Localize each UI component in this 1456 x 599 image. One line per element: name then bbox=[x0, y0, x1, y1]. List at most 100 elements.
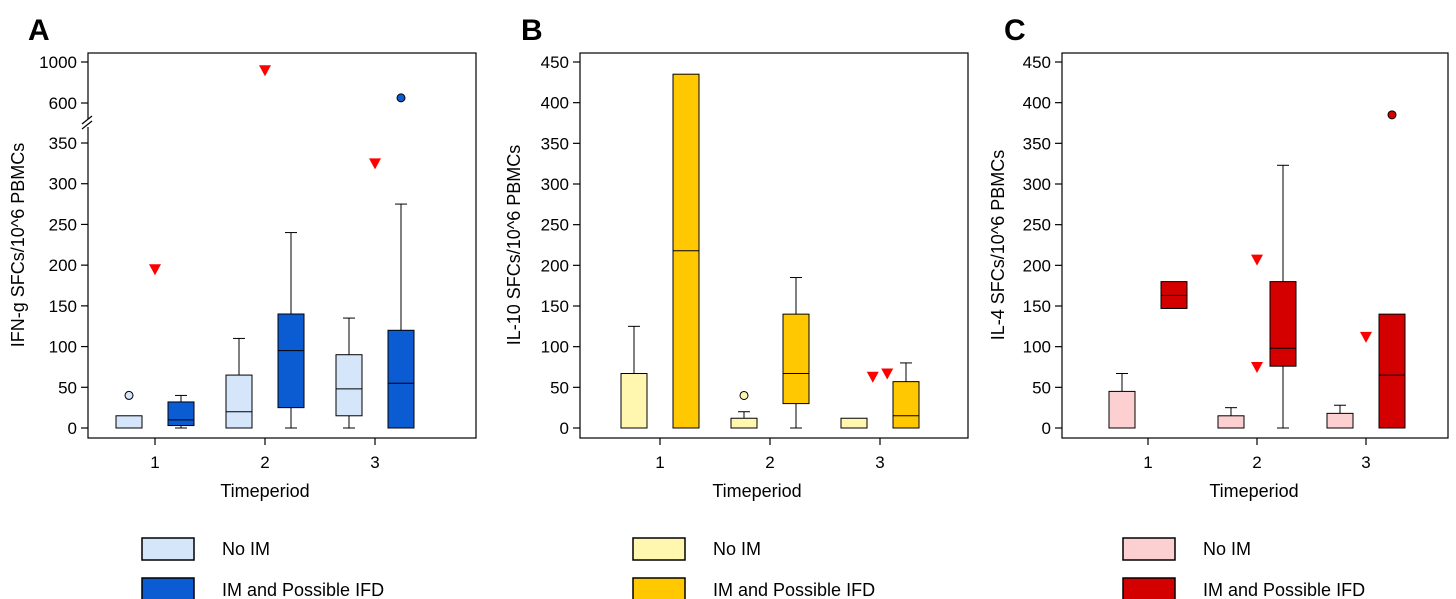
box bbox=[1326, 412, 1354, 429]
legend-swatch-im-ifd bbox=[141, 577, 195, 599]
box bbox=[167, 401, 195, 427]
x-tick-label: 2 bbox=[765, 453, 774, 472]
y-tick-label: 100 bbox=[1023, 338, 1051, 357]
x-axis-title: Timeperiod bbox=[1209, 481, 1298, 501]
box bbox=[730, 417, 758, 429]
y-tick-label: 200 bbox=[541, 256, 569, 275]
y-tick-label: 450 bbox=[541, 53, 569, 72]
legend-swatch-im-ifd bbox=[632, 577, 686, 599]
y-tick-label: 400 bbox=[541, 94, 569, 113]
legend-swatch-no-im bbox=[141, 537, 195, 561]
x-tick-label: 1 bbox=[1143, 453, 1152, 472]
outlier-point bbox=[739, 390, 749, 400]
y-tick-label: 1000 bbox=[39, 53, 77, 72]
legend-label-im-ifd: IM and Possible IFD bbox=[1203, 580, 1365, 599]
x-tick-label: 3 bbox=[1361, 453, 1370, 472]
x-tick-label: 3 bbox=[875, 453, 884, 472]
panel-letter: B bbox=[521, 14, 543, 47]
panel-b: B IL-10 SFCs/10^6 PBMCs Timeperiod No IM… bbox=[504, 14, 969, 599]
extreme-marker bbox=[866, 371, 879, 383]
legend-label-no-im: No IM bbox=[222, 539, 270, 559]
extreme-marker bbox=[1251, 254, 1263, 266]
y-tick-label: 250 bbox=[49, 215, 77, 234]
box bbox=[225, 374, 253, 429]
legend-swatch-no-im bbox=[1122, 537, 1176, 561]
legend-label-no-im: No IM bbox=[1203, 539, 1251, 559]
extreme-marker bbox=[259, 65, 271, 77]
y-tick-label: 150 bbox=[1023, 297, 1051, 316]
x-tick-label: 1 bbox=[655, 453, 664, 472]
outlier-point bbox=[1387, 110, 1397, 120]
y-tick-label: 400 bbox=[1023, 94, 1051, 113]
y-tick-label: 450 bbox=[1023, 53, 1051, 72]
y-tick-label: 0 bbox=[68, 419, 77, 438]
axis-break-gap bbox=[82, 119, 94, 127]
y-tick-label: 350 bbox=[541, 134, 569, 153]
y-tick-label: 100 bbox=[49, 338, 77, 357]
box bbox=[1217, 415, 1245, 429]
legend-swatch-im-ifd bbox=[1122, 577, 1176, 599]
box bbox=[840, 417, 868, 429]
y-tick-label: 50 bbox=[58, 378, 77, 397]
legend: No IM IM and Possible IFD bbox=[1122, 537, 1365, 599]
extreme-marker bbox=[369, 158, 381, 170]
y-axis-title: IFN-g SFCs/10^6 PBMCs bbox=[8, 143, 28, 348]
box bbox=[892, 381, 920, 429]
y-tick-label: 250 bbox=[541, 216, 569, 235]
legend: No IM IM and Possible IFD bbox=[632, 537, 875, 599]
y-tick-label: 0 bbox=[560, 419, 569, 438]
y-tick-label: 50 bbox=[550, 378, 569, 397]
box bbox=[620, 373, 648, 429]
x-axis-title: Timeperiod bbox=[220, 481, 309, 501]
y-tick-label: 300 bbox=[1023, 175, 1051, 194]
x-tick-label: 3 bbox=[370, 453, 379, 472]
y-tick-label: 150 bbox=[541, 297, 569, 316]
box bbox=[1108, 390, 1136, 429]
y-tick-label: 350 bbox=[49, 134, 77, 153]
x-axis-title: Timeperiod bbox=[712, 481, 801, 501]
y-tick-label: 50 bbox=[1032, 378, 1051, 397]
box bbox=[782, 313, 810, 405]
y-tick-label: 600 bbox=[49, 94, 77, 113]
y-tick-label: 100 bbox=[541, 338, 569, 357]
y-tick-label: 200 bbox=[1023, 256, 1051, 275]
x-tick-label: 2 bbox=[260, 453, 269, 472]
plot-frame bbox=[87, 52, 477, 439]
y-tick-label: 300 bbox=[541, 175, 569, 194]
extreme-marker bbox=[881, 368, 894, 380]
plot-frame bbox=[579, 52, 969, 439]
outlier-point bbox=[396, 93, 406, 103]
extreme-marker bbox=[1251, 362, 1263, 373]
x-tick-label: 2 bbox=[1252, 453, 1261, 472]
y-tick-label: 0 bbox=[1042, 419, 1051, 438]
extreme-marker bbox=[149, 264, 161, 276]
panel-c: C IL-4 SFCs/10^6 PBMCs Timeperiod No IM … bbox=[988, 14, 1449, 599]
y-axis-title: IL-4 SFCs/10^6 PBMCs bbox=[988, 150, 1008, 341]
plot-frame bbox=[1061, 52, 1449, 439]
legend-label-im-ifd: IM and Possible IFD bbox=[713, 580, 875, 599]
y-tick-label: 350 bbox=[1023, 134, 1051, 153]
box bbox=[1378, 313, 1406, 429]
box bbox=[1269, 281, 1297, 367]
y-axis-title: IL-10 SFCs/10^6 PBMCs bbox=[504, 145, 524, 346]
x-tick-label: 1 bbox=[150, 453, 159, 472]
panel-letter: C bbox=[1004, 14, 1026, 47]
legend-label-no-im: No IM bbox=[713, 539, 761, 559]
legend: No IM IM and Possible IFD bbox=[141, 537, 384, 599]
box bbox=[335, 354, 363, 417]
box bbox=[387, 329, 415, 429]
y-tick-label: 200 bbox=[49, 256, 77, 275]
axis-break-mark bbox=[81, 120, 93, 130]
axis-break-mark bbox=[81, 115, 93, 125]
y-tick-label: 150 bbox=[49, 297, 77, 316]
legend-label-im-ifd: IM and Possible IFD bbox=[222, 580, 384, 599]
box bbox=[277, 313, 305, 409]
panel-a: A IFN-g SFCs/10^6 PBMCs Timeperiod No IM… bbox=[8, 14, 477, 599]
box bbox=[115, 415, 143, 429]
extreme-marker bbox=[1360, 331, 1372, 343]
y-tick-label: 250 bbox=[1023, 216, 1051, 235]
panel-letter: A bbox=[28, 14, 50, 47]
y-tick-label: 300 bbox=[49, 175, 77, 194]
legend-swatch-no-im bbox=[632, 537, 686, 561]
